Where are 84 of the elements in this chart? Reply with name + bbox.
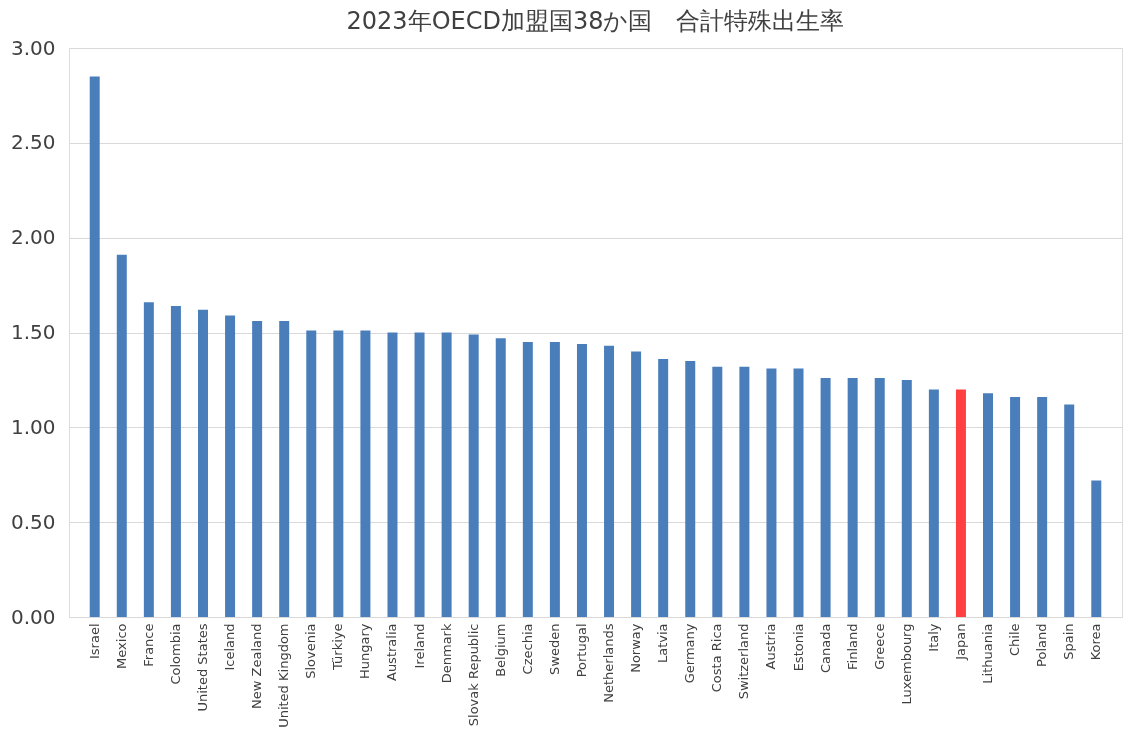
x-tick-label: United Kingdom xyxy=(276,623,292,728)
y-tick-label: 2.00 xyxy=(10,225,56,250)
bar xyxy=(820,378,831,617)
x-tick-label: Estonia xyxy=(790,623,806,672)
y-tick-label: 1.00 xyxy=(10,414,56,439)
x-tick-label: Israel xyxy=(86,623,102,660)
x-tick-label: Italy xyxy=(925,623,941,652)
bar xyxy=(170,305,181,617)
x-tick-label: Portugal xyxy=(573,623,589,678)
x-tick-label: France xyxy=(140,623,156,667)
y-tick-label: 0.00 xyxy=(10,604,56,629)
bar xyxy=(360,330,371,617)
x-tick-label: Latvia xyxy=(655,623,671,664)
bar xyxy=(1091,480,1102,617)
x-tick-label: New Zealand xyxy=(249,623,265,709)
x-tick-label: Sweden xyxy=(546,623,562,675)
x-tick-label: Iceland xyxy=(222,623,238,671)
bar xyxy=(279,321,290,617)
bar xyxy=(549,341,560,617)
x-tick-label: Czechia xyxy=(519,623,535,675)
bar xyxy=(116,254,127,617)
bar xyxy=(847,378,858,617)
x-tick-label: Korea xyxy=(1088,623,1104,661)
x-tick-label: Switzerland xyxy=(736,623,752,700)
chart-title: 2023年OECD加盟国38か国 合計特殊出生率 xyxy=(346,7,845,35)
x-tick-label: Norway xyxy=(628,623,644,673)
bar xyxy=(197,309,208,617)
bar xyxy=(712,366,723,617)
y-tick-label: 1.50 xyxy=(10,320,56,344)
x-tick-label: Canada xyxy=(817,623,833,673)
x-tick-label: Austria xyxy=(763,623,779,670)
x-tick-label: Belgium xyxy=(492,623,508,677)
bar xyxy=(143,302,154,617)
x-tick-label: Greece xyxy=(871,623,887,670)
bar xyxy=(1010,396,1021,617)
x-tick-label: Poland xyxy=(1034,623,1050,667)
x-tick-label: Australia xyxy=(384,623,400,682)
x-tick-label: Lithuania xyxy=(980,623,996,684)
bar xyxy=(225,315,236,617)
bar xyxy=(252,321,263,617)
bar xyxy=(955,389,966,617)
bar xyxy=(793,368,804,617)
x-tick-label: Türkiye xyxy=(330,623,346,672)
bar xyxy=(658,359,669,617)
bar xyxy=(739,366,750,617)
bar xyxy=(576,343,587,617)
bar xyxy=(522,341,533,617)
bar xyxy=(983,393,994,617)
x-tick-label: United States xyxy=(194,623,210,712)
bar xyxy=(685,360,696,617)
bar xyxy=(468,334,479,617)
bar xyxy=(387,332,398,617)
bar xyxy=(604,345,615,617)
x-tick-label: Luxembourg xyxy=(898,623,914,705)
x-tick-label: Chile xyxy=(1007,623,1023,657)
y-tick-label: 3.00 xyxy=(10,35,56,60)
x-tick-label: Spain xyxy=(1061,623,1077,660)
bar xyxy=(928,389,939,617)
bar xyxy=(306,330,317,617)
bar xyxy=(874,378,885,617)
x-tick-label: Finland xyxy=(844,623,860,670)
x-tick-label: Netherlands xyxy=(601,623,617,703)
x-tick-label: Mexico xyxy=(113,623,129,669)
bar xyxy=(89,76,100,617)
bar xyxy=(1064,404,1075,617)
x-tick-label: Costa Rica xyxy=(709,623,725,693)
x-tick-label: Hungary xyxy=(357,623,373,680)
bar xyxy=(1037,396,1048,617)
y-tick-label: 0.50 xyxy=(10,509,56,534)
bar xyxy=(333,330,344,617)
bar xyxy=(631,351,642,617)
y-tick-label: 2.50 xyxy=(10,130,56,155)
x-tick-label: Japan xyxy=(952,623,968,661)
bar xyxy=(901,379,912,617)
x-tick-label: Germany xyxy=(682,623,698,684)
x-tick-label: Slovak Republic xyxy=(465,623,481,727)
bar xyxy=(414,332,425,617)
bar xyxy=(766,368,777,617)
bar xyxy=(441,332,452,617)
x-tick-label: Ireland xyxy=(411,623,427,669)
bar xyxy=(495,338,506,617)
x-tick-label: Denmark xyxy=(438,623,454,684)
x-tick-label: Colombia xyxy=(167,623,183,685)
x-tick-label: Slovenia xyxy=(303,623,319,679)
